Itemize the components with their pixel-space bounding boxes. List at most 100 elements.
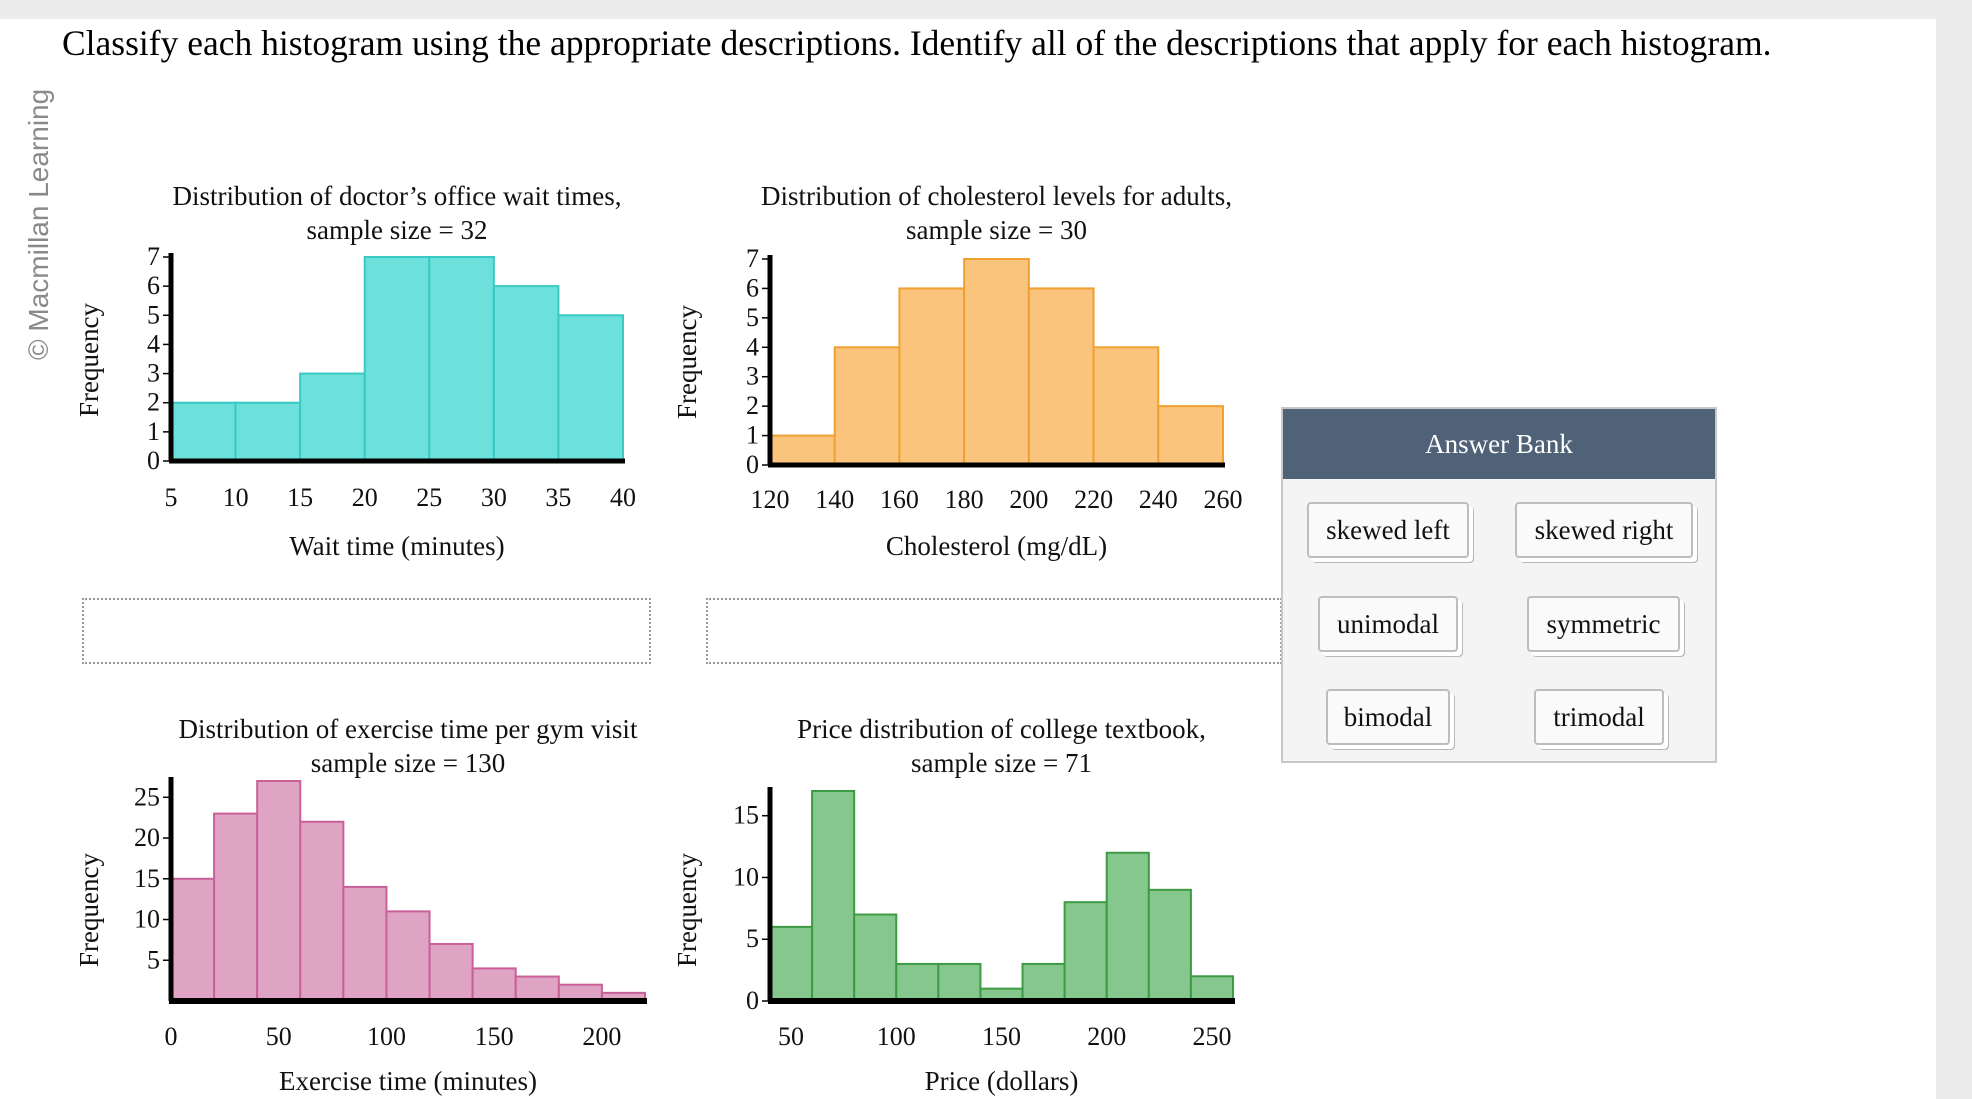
- x-axis-label: Cholesterol (mg/dL): [886, 531, 1107, 561]
- histogram-bar: [299, 820, 345, 1002]
- histogram-bar: [895, 962, 940, 1002]
- x-tick-label: 35: [545, 483, 571, 512]
- drop-zone-cholesterol[interactable]: [706, 598, 1282, 664]
- histogram-bar: [234, 401, 302, 463]
- histogram-bar: [833, 346, 901, 466]
- y-tick-label: 0: [147, 446, 160, 475]
- x-tick-label: 50: [778, 1022, 804, 1051]
- chart-title-line: Distribution of doctor’s office wait tim…: [173, 181, 622, 211]
- y-tick-label: 1: [746, 421, 759, 450]
- histogram-bar: [1105, 851, 1150, 1002]
- histogram-bar: [557, 314, 625, 462]
- histogram-bar: [811, 790, 856, 1002]
- y-tick-label: 7: [746, 244, 759, 273]
- chart-title-line: Distribution of exercise time per gym vi…: [179, 714, 638, 744]
- histogram-bar: [299, 372, 366, 463]
- x-tick-label: 200: [1009, 485, 1048, 514]
- y-axis-label: Frequency: [74, 853, 104, 967]
- x-tick-label: 10: [223, 483, 249, 512]
- answer-chip-bimodal[interactable]: bimodal: [1326, 689, 1450, 745]
- histogram-bar: [256, 780, 302, 1002]
- x-tick-label: 160: [880, 485, 919, 514]
- chart-title-line: sample size = 130: [311, 748, 505, 778]
- x-tick-label: 260: [1204, 485, 1243, 514]
- y-tick-label: 2: [147, 388, 160, 417]
- histogram-bar: [963, 258, 1030, 466]
- y-tick-label: 15: [733, 801, 759, 830]
- chart-title-line: sample size = 71: [911, 748, 1092, 778]
- answer-chip-symmetric[interactable]: symmetric: [1527, 596, 1680, 652]
- y-tick-label: 0: [746, 986, 759, 1015]
- histogram-wait-times: Distribution of doctor’s office wait tim…: [74, 181, 636, 561]
- x-tick-label: 150: [982, 1022, 1021, 1051]
- histogram-bar: [471, 967, 517, 1003]
- histogram-bar: [1189, 975, 1234, 1003]
- x-tick-label: 100: [877, 1022, 916, 1051]
- y-tick-label: 2: [746, 391, 759, 420]
- drop-zone-wait-times[interactable]: [82, 598, 651, 664]
- x-axis-label: Price (dollars): [925, 1066, 1079, 1096]
- histogram-bar: [1027, 287, 1095, 466]
- chart-title-line: sample size = 32: [307, 215, 488, 245]
- y-axis-label: Frequency: [74, 303, 104, 417]
- x-tick-label: 140: [815, 485, 854, 514]
- y-tick-label: 10: [134, 905, 160, 934]
- y-tick-label: 5: [746, 303, 759, 332]
- answer-bank: Answer Bank skewed left skewed right uni…: [1281, 407, 1717, 763]
- x-tick-label: 220: [1074, 485, 1113, 514]
- histogram-bar: [492, 285, 560, 462]
- histogram-bar: [170, 401, 237, 463]
- histogram-bar: [385, 910, 431, 1002]
- y-tick-label: 1: [147, 417, 160, 446]
- x-tick-label: 180: [945, 485, 984, 514]
- y-tick-label: 4: [147, 329, 160, 358]
- y-tick-label: 6: [746, 273, 759, 302]
- x-tick-label: 200: [582, 1022, 621, 1051]
- x-tick-label: 50: [266, 1022, 292, 1051]
- histogram-bar: [428, 256, 495, 462]
- histogram-bar: [769, 925, 814, 1002]
- x-tick-label: 150: [475, 1022, 514, 1051]
- y-tick-label: 5: [746, 924, 759, 953]
- y-tick-label: 4: [746, 332, 759, 361]
- histogram-bar: [1147, 888, 1192, 1003]
- histogram-bar: [1157, 405, 1225, 466]
- y-tick-label: 0: [746, 450, 759, 479]
- answer-chip-skewed-left[interactable]: skewed left: [1307, 502, 1469, 558]
- histogram-bar: [1092, 346, 1160, 466]
- y-tick-label: 6: [147, 271, 160, 300]
- chart-title-line: Distribution of cholesterol levels for a…: [761, 181, 1232, 211]
- answer-chip-trimodal[interactable]: trimodal: [1534, 689, 1664, 745]
- histogram-bar: [769, 434, 836, 467]
- histogram-bar: [428, 942, 474, 1002]
- answer-chip-skewed-right[interactable]: skewed right: [1515, 502, 1693, 558]
- y-tick-label: 25: [134, 782, 160, 811]
- x-tick-label: 200: [1087, 1022, 1126, 1051]
- histogram-bar: [898, 287, 966, 466]
- histogram-exercise-time: Distribution of exercise time per gym vi…: [74, 714, 647, 1096]
- y-axis-label: Frequency: [672, 853, 702, 967]
- x-tick-label: 100: [367, 1022, 406, 1051]
- y-tick-label: 5: [147, 945, 160, 974]
- histogram-bar: [1063, 901, 1108, 1002]
- y-tick-label: 5: [147, 300, 160, 329]
- chart-title-line: sample size = 30: [906, 215, 1087, 245]
- x-tick-label: 25: [416, 483, 442, 512]
- chart-title-line: Price distribution of college textbook,: [797, 714, 1206, 744]
- answer-chip-unimodal[interactable]: unimodal: [1318, 596, 1458, 652]
- x-tick-label: 120: [751, 485, 790, 514]
- x-tick-label: 5: [165, 483, 178, 512]
- histogram-bar: [1021, 962, 1066, 1002]
- y-tick-label: 3: [746, 362, 759, 391]
- histogram-bar: [937, 962, 982, 1002]
- x-tick-label: 15: [287, 483, 313, 512]
- question-text: Classify each histogram using the approp…: [62, 23, 1772, 63]
- histogram-bar: [363, 256, 431, 462]
- histogram-bar: [170, 877, 216, 1002]
- y-tick-label: 7: [147, 242, 160, 271]
- y-tick-label: 10: [733, 862, 759, 891]
- x-tick-label: 40: [610, 483, 636, 512]
- histogram-bar: [853, 913, 898, 1003]
- histogram-bar: [514, 975, 560, 1002]
